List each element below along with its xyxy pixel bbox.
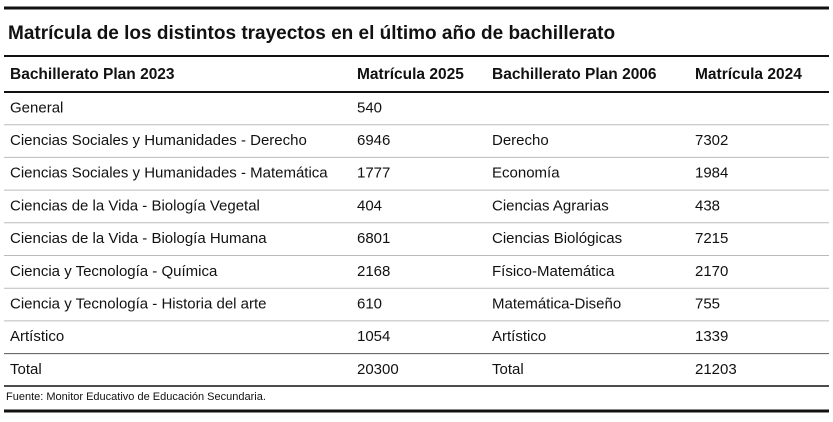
enrollment-cell: 6801 — [357, 230, 390, 247]
track-cell: Ciencia y Tecnología - Química — [10, 263, 218, 280]
track-cell: Artístico — [492, 328, 546, 345]
source: Fuente: Monitor Educativo de Educación S… — [6, 391, 266, 403]
track-cell: Ciencias Agrarias — [492, 197, 609, 214]
track-cell: Matemática-Diseño — [492, 296, 621, 313]
track-cell: General — [10, 99, 63, 116]
track-cell: Total — [492, 361, 524, 378]
enrollment-cell: 6946 — [357, 132, 390, 149]
track-cell: Ciencia y Tecnología - Historia del arte — [10, 296, 267, 313]
column-header: Matrícula 2024 — [695, 66, 802, 83]
enrollment-cell: 610 — [357, 296, 382, 313]
track-cell: Físico-Matemática — [492, 263, 615, 280]
track-cell: Derecho — [492, 132, 549, 149]
track-cell: Ciencias Sociales y Humanidades - Matemá… — [10, 165, 328, 182]
enrollment-cell: 7215 — [695, 230, 728, 247]
enrollment-cell: 7302 — [695, 132, 728, 149]
enrollment-cell: 1984 — [695, 165, 728, 182]
enrollment-cell: 20300 — [357, 361, 399, 378]
title: Matrícula de los distintos trayectos en … — [8, 23, 615, 44]
enrollment-cell: 2170 — [695, 263, 728, 280]
column-header: Bachillerato Plan 2023 — [10, 66, 175, 83]
track-cell: Total — [10, 361, 42, 378]
enrollment-cell: 438 — [695, 197, 720, 214]
track-cell: Artístico — [10, 328, 64, 345]
enrollment-cell: 755 — [695, 296, 720, 313]
enrollment-cell: 21203 — [695, 361, 737, 378]
track-cell: Ciencias Biológicas — [492, 230, 622, 247]
track-cell: Economía — [492, 165, 560, 182]
enrollment-cell: 2168 — [357, 263, 390, 280]
enrollment-cell: 1054 — [357, 328, 390, 345]
track-cell: Ciencias de la Vida - Biología Humana — [10, 230, 267, 247]
enrollment-cell: 1777 — [357, 165, 390, 182]
track-cell: Ciencias Sociales y Humanidades - Derech… — [10, 132, 307, 149]
enrollment-cell: 1339 — [695, 328, 728, 345]
track-cell: Ciencias de la Vida - Biología Vegetal — [10, 197, 260, 214]
column-header: Matrícula 2025 — [357, 66, 464, 83]
enrollment-cell: 404 — [357, 197, 382, 214]
column-header: Bachillerato Plan 2006 — [492, 66, 657, 83]
enrollment-cell: 540 — [357, 99, 382, 116]
